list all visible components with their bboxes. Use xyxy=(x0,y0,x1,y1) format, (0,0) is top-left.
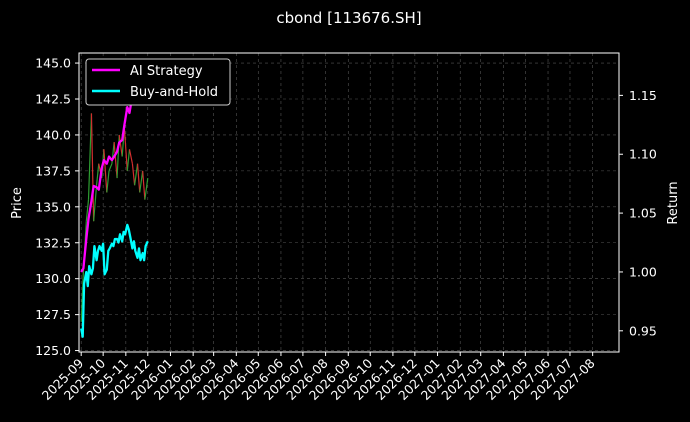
price-segment xyxy=(126,149,131,171)
right-axis-label: Return xyxy=(666,181,681,224)
plot-frame xyxy=(78,52,620,353)
right-tick-label: 0.95 xyxy=(629,323,657,338)
right-tick-label: 1.00 xyxy=(629,264,657,279)
right-tick-label: 1.10 xyxy=(629,147,657,162)
left-tick-label: 137.5 xyxy=(35,163,71,178)
price-segment xyxy=(85,199,90,222)
chart-title: cbond [113676.SH] xyxy=(276,9,421,27)
price-segment xyxy=(108,163,113,172)
left-tick-label: 132.5 xyxy=(35,235,71,250)
legend: AI Strategy Buy-and-Hold xyxy=(85,58,231,106)
left-tick-label: 127.5 xyxy=(35,307,71,322)
price-segment xyxy=(128,149,134,164)
price-segment xyxy=(90,113,95,222)
legend-label-ai-strategy: AI Strategy xyxy=(130,64,203,79)
price-segment xyxy=(106,170,110,193)
price-segment xyxy=(142,170,146,200)
left-tick-label: 142.5 xyxy=(35,92,71,107)
right-tick-label: 1.05 xyxy=(629,206,657,221)
price-segment xyxy=(131,163,136,186)
price-segment xyxy=(144,177,149,200)
price-segment xyxy=(134,163,139,186)
legend-label-buy-and-hold: Buy-and-Hold xyxy=(130,85,218,100)
price-segment xyxy=(118,134,123,157)
price-segment xyxy=(113,142,118,179)
right-axis: 0.95 1.00 1.05 1.10 1.15 xyxy=(619,88,657,338)
price-segment xyxy=(139,170,144,193)
right-tick-label: 1.15 xyxy=(629,88,657,103)
left-tick-label: 125.0 xyxy=(35,343,71,358)
price-segment xyxy=(95,163,100,186)
price-segment xyxy=(103,149,108,193)
legend-box xyxy=(85,58,231,106)
price-segment xyxy=(87,113,93,200)
left-axis: 125.0 127.5 130.0 132.5 135.0 137.5 140.0 142.5… xyxy=(35,56,79,358)
series-buy-and-hold xyxy=(80,223,149,338)
left-tick-label: 130.0 xyxy=(35,271,71,286)
left-tick-label: 140.0 xyxy=(35,127,71,142)
price-segment xyxy=(136,163,141,193)
left-tick-label: 135.0 xyxy=(35,199,71,214)
left-tick-label: 145.0 xyxy=(35,56,71,71)
price-segment xyxy=(93,185,98,222)
price-segment xyxy=(123,127,128,171)
left-axis-label: Price xyxy=(10,187,25,219)
price-segment xyxy=(80,271,84,322)
